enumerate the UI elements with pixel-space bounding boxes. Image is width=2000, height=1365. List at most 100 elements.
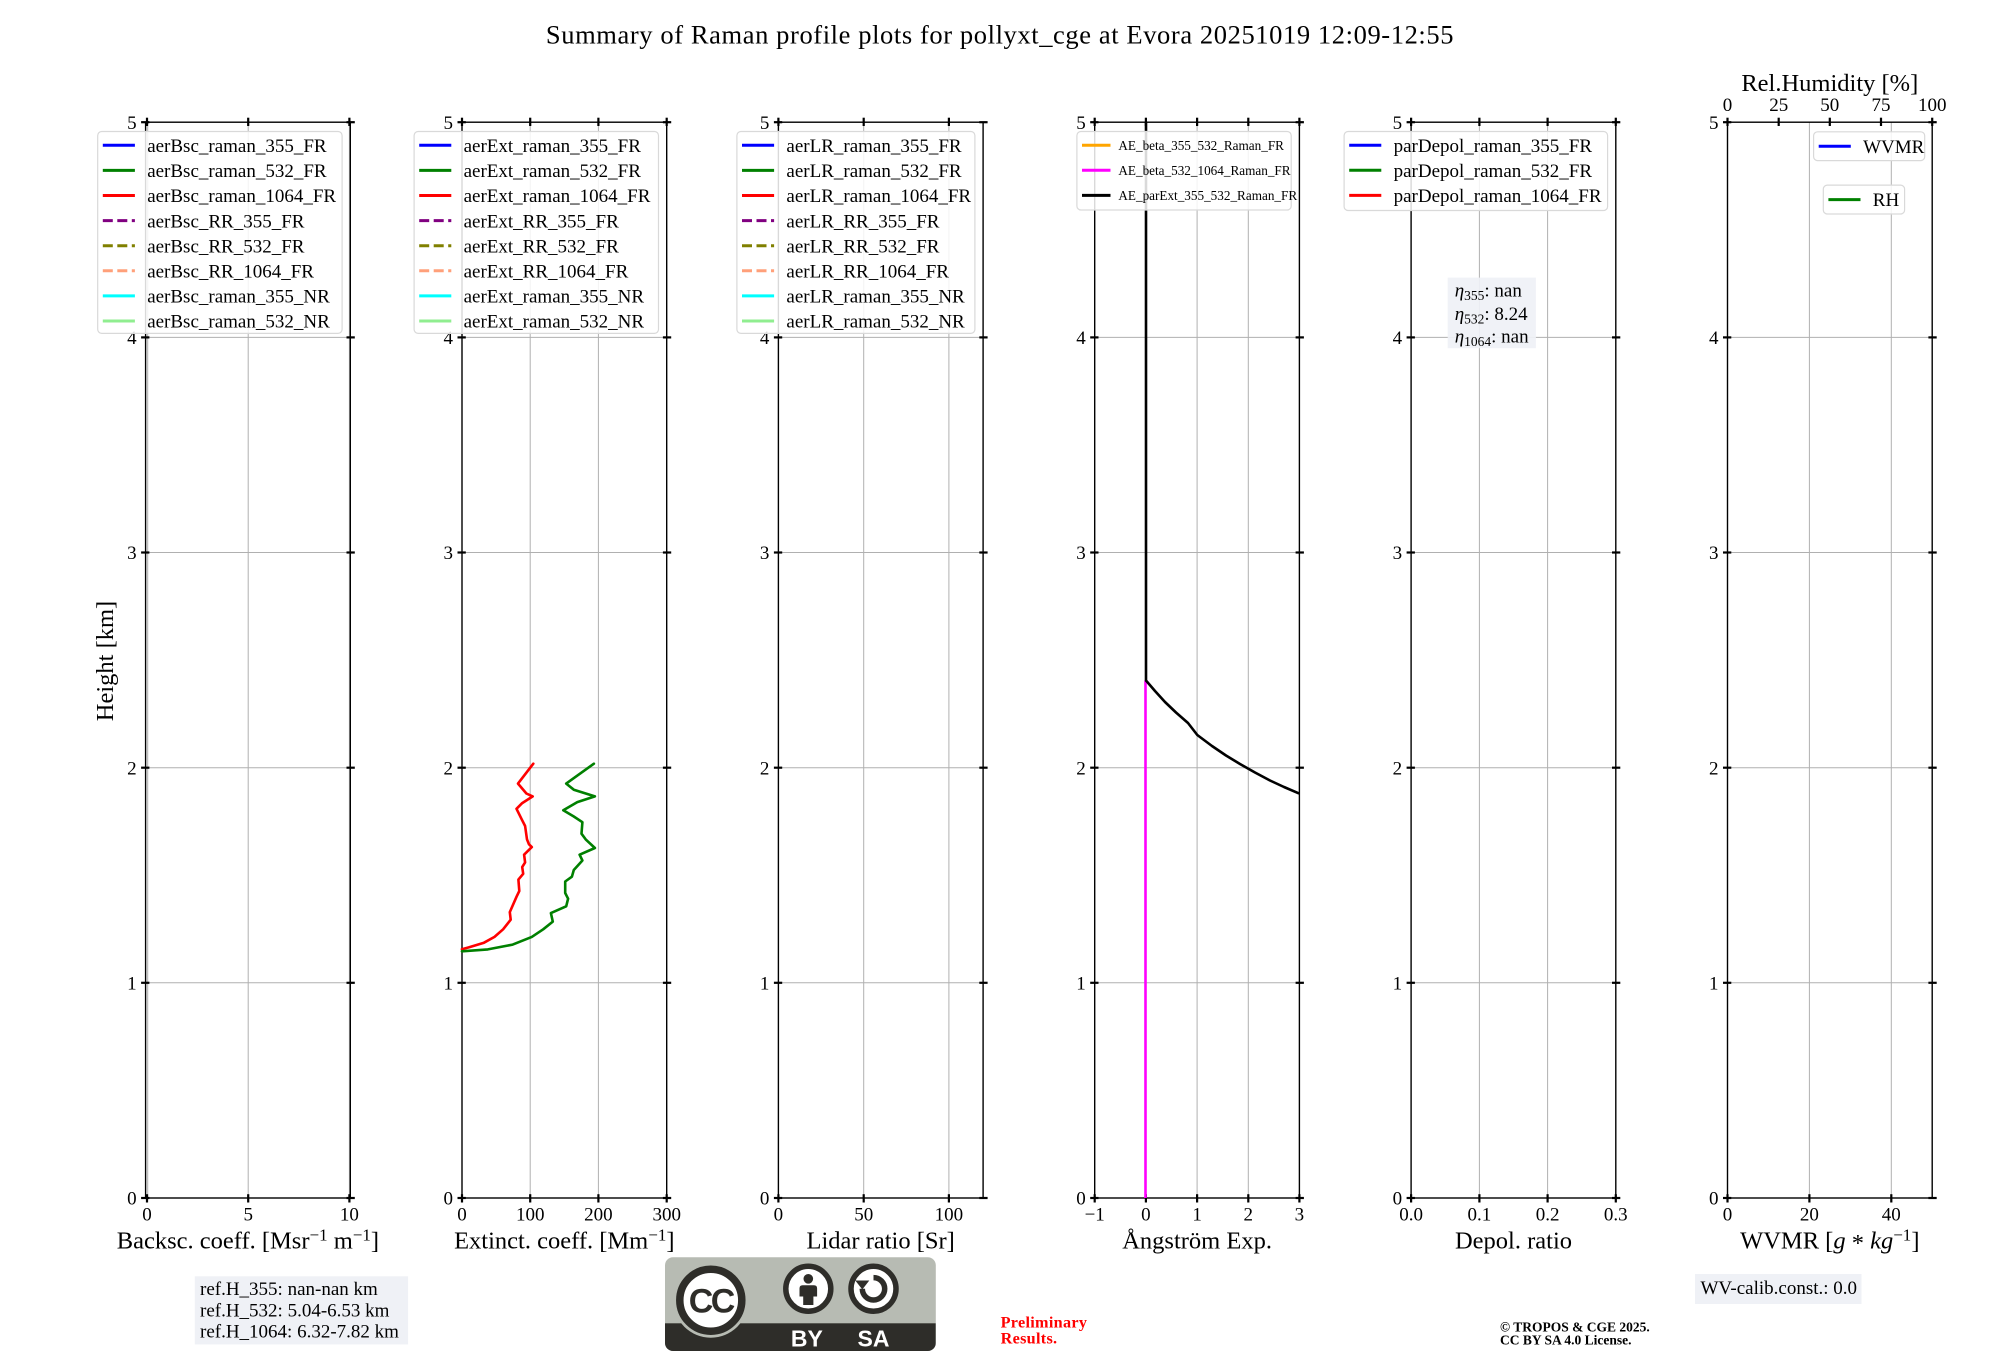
svg-text:0.3: 0.3 bbox=[1604, 1204, 1628, 1225]
svg-text:1: 1 bbox=[1076, 973, 1086, 994]
svg-text:4: 4 bbox=[444, 328, 454, 349]
svg-text:aerExt_raman_355_NR: aerExt_raman_355_NR bbox=[464, 287, 645, 308]
svg-text:20: 20 bbox=[1800, 1204, 1819, 1225]
svg-text:3: 3 bbox=[1709, 543, 1719, 564]
svg-text:2: 2 bbox=[1709, 758, 1719, 779]
svg-text:3: 3 bbox=[1076, 543, 1086, 564]
svg-text:3: 3 bbox=[127, 543, 137, 564]
svg-text:100: 100 bbox=[516, 1204, 545, 1225]
svg-text:aerExt_RR_1064_FR: aerExt_RR_1064_FR bbox=[464, 261, 629, 282]
svg-text:aerExt_raman_532_NR: aerExt_raman_532_NR bbox=[464, 312, 645, 333]
svg-text:2: 2 bbox=[444, 758, 454, 779]
svg-text:aerExt_raman_355_FR: aerExt_raman_355_FR bbox=[464, 136, 642, 157]
svg-text:300: 300 bbox=[652, 1204, 681, 1225]
svg-text:2: 2 bbox=[127, 758, 137, 779]
svg-text:5: 5 bbox=[1393, 113, 1403, 134]
svg-text:Height [km]: Height [km] bbox=[92, 601, 119, 721]
svg-text:AE_beta_532_1064_Raman_FR: AE_beta_532_1064_Raman_FR bbox=[1118, 163, 1290, 178]
svg-text:4: 4 bbox=[1709, 328, 1719, 349]
svg-text:Backsc. coeff. [Msr−1​ m−1​]: Backsc. coeff. [Msr−1​ m−1​] bbox=[117, 1226, 379, 1255]
svg-text:5: 5 bbox=[1709, 113, 1719, 134]
svg-text:Rel.Humidity [%]: Rel.Humidity [%] bbox=[1741, 70, 1918, 97]
svg-text:200: 200 bbox=[584, 1204, 613, 1225]
svg-text:aerExt_raman_532_FR: aerExt_raman_532_FR bbox=[464, 161, 642, 182]
svg-text:0: 0 bbox=[457, 1204, 467, 1225]
svg-text:Results.: Results. bbox=[1001, 1329, 1058, 1347]
svg-text:ref.H_1064: 6.32-7.82 km: ref.H_1064: 6.32-7.82 km bbox=[200, 1322, 399, 1343]
svg-text:Depol. ratio: Depol. ratio bbox=[1455, 1228, 1572, 1255]
svg-text:1: 1 bbox=[444, 973, 454, 994]
svg-text:5: 5 bbox=[127, 113, 137, 134]
svg-text:WVMR: WVMR bbox=[1863, 137, 1925, 158]
svg-text:AE_beta_355_532_Raman_FR: AE_beta_355_532_Raman_FR bbox=[1118, 138, 1284, 153]
svg-text:1: 1 bbox=[760, 973, 770, 994]
svg-text:0: 0 bbox=[760, 1189, 770, 1210]
svg-text:aerBsc_raman_355_NR: aerBsc_raman_355_NR bbox=[147, 287, 330, 308]
svg-text:BY: BY bbox=[791, 1325, 823, 1351]
svg-text:AE_parExt_355_532_Raman_FR: AE_parExt_355_532_Raman_FR bbox=[1118, 188, 1297, 203]
svg-text:aerExt_RR_532_FR: aerExt_RR_532_FR bbox=[464, 236, 619, 257]
svg-text:CC BY SA 4.0 License.: CC BY SA 4.0 License. bbox=[1500, 1333, 1632, 1348]
svg-text:4: 4 bbox=[1076, 328, 1086, 349]
svg-text:SA: SA bbox=[858, 1325, 890, 1351]
svg-text:0.2: 0.2 bbox=[1536, 1204, 1560, 1225]
svg-text:η355: nan: η355: nan bbox=[1455, 281, 1523, 304]
svg-text:0: 0 bbox=[127, 1189, 137, 1210]
svg-text:5: 5 bbox=[243, 1204, 253, 1225]
svg-text:aerLR_RR_532_FR: aerLR_RR_532_FR bbox=[786, 236, 939, 257]
svg-text:η532: 8.24: η532: 8.24 bbox=[1455, 304, 1528, 327]
svg-text:2: 2 bbox=[760, 758, 770, 779]
svg-text:aerLR_RR_355_FR: aerLR_RR_355_FR bbox=[786, 211, 939, 232]
svg-text:aerExt_RR_355_FR: aerExt_RR_355_FR bbox=[464, 211, 619, 232]
svg-text:ref.H_355: nan-nan km: ref.H_355: nan-nan km bbox=[200, 1279, 378, 1300]
svg-text:1: 1 bbox=[1393, 973, 1403, 994]
svg-text:WVMR [g *​ kg−1​]: WVMR [g *​ kg−1​] bbox=[1740, 1226, 1919, 1258]
svg-text:5: 5 bbox=[444, 113, 454, 134]
svg-text:aerLR_raman_532_NR: aerLR_raman_532_NR bbox=[786, 312, 965, 333]
svg-text:50: 50 bbox=[854, 1204, 873, 1225]
svg-text:aerBsc_raman_532_NR: aerBsc_raman_532_NR bbox=[147, 312, 330, 333]
svg-text:−1: −1 bbox=[1085, 1204, 1105, 1225]
svg-text:2: 2 bbox=[1244, 1204, 1254, 1225]
svg-text:parDepol_raman_532_FR: parDepol_raman_532_FR bbox=[1394, 161, 1593, 182]
svg-text:3: 3 bbox=[1295, 1204, 1305, 1225]
svg-text:40: 40 bbox=[1882, 1204, 1901, 1225]
svg-text:4: 4 bbox=[1393, 328, 1403, 349]
svg-text:aerExt_raman_1064_FR: aerExt_raman_1064_FR bbox=[464, 186, 651, 207]
svg-text:aerLR_raman_355_FR: aerLR_raman_355_FR bbox=[786, 136, 962, 157]
svg-text:η1064: nan: η1064: nan bbox=[1455, 327, 1529, 350]
svg-text:parDepol_raman_355_FR: parDepol_raman_355_FR bbox=[1394, 136, 1593, 157]
svg-text:0.0: 0.0 bbox=[1399, 1204, 1423, 1225]
svg-text:ref.H_532: 5.04-6.53 km: ref.H_532: 5.04-6.53 km bbox=[200, 1300, 390, 1321]
svg-text:5: 5 bbox=[760, 113, 770, 134]
svg-text:aerLR_raman_1064_FR: aerLR_raman_1064_FR bbox=[786, 186, 971, 207]
svg-text:parDepol_raman_1064_FR: parDepol_raman_1064_FR bbox=[1394, 186, 1602, 207]
svg-text:Preliminary: Preliminary bbox=[1001, 1314, 1088, 1332]
svg-text:0: 0 bbox=[1076, 1189, 1086, 1210]
svg-text:1: 1 bbox=[1709, 973, 1719, 994]
svg-text:0: 0 bbox=[1141, 1204, 1151, 1225]
svg-text:2: 2 bbox=[1393, 758, 1403, 779]
svg-text:CC: CC bbox=[689, 1283, 735, 1321]
svg-text:0: 0 bbox=[1709, 1189, 1719, 1210]
svg-text:1: 1 bbox=[127, 973, 137, 994]
svg-text:5: 5 bbox=[1076, 113, 1086, 134]
svg-text:aerLR_RR_1064_FR: aerLR_RR_1064_FR bbox=[786, 261, 949, 282]
svg-text:100: 100 bbox=[935, 1204, 964, 1225]
svg-text:aerBsc_raman_532_FR: aerBsc_raman_532_FR bbox=[147, 161, 327, 182]
svg-text:aerBsc_RR_355_FR: aerBsc_RR_355_FR bbox=[147, 211, 305, 232]
svg-text:0: 0 bbox=[1723, 95, 1733, 116]
svg-text:3: 3 bbox=[1393, 543, 1403, 564]
svg-text:50: 50 bbox=[1820, 95, 1839, 116]
svg-text:aerLR_raman_355_NR: aerLR_raman_355_NR bbox=[786, 287, 965, 308]
svg-text:Extinct. coeff. [Mm−1​]: Extinct. coeff. [Mm−1​] bbox=[454, 1226, 674, 1255]
svg-text:0: 0 bbox=[142, 1204, 152, 1225]
svg-text:Lidar ratio [Sr]: Lidar ratio [Sr] bbox=[807, 1228, 955, 1255]
svg-text:3: 3 bbox=[444, 543, 454, 564]
svg-text:0: 0 bbox=[1393, 1189, 1403, 1210]
svg-text:0: 0 bbox=[1723, 1204, 1733, 1225]
svg-text:2: 2 bbox=[1076, 758, 1086, 779]
svg-text:Ångström Exp.: Ångström Exp. bbox=[1122, 1228, 1272, 1255]
svg-text:0: 0 bbox=[444, 1189, 454, 1210]
svg-text:aerBsc_raman_1064_FR: aerBsc_raman_1064_FR bbox=[147, 186, 336, 207]
